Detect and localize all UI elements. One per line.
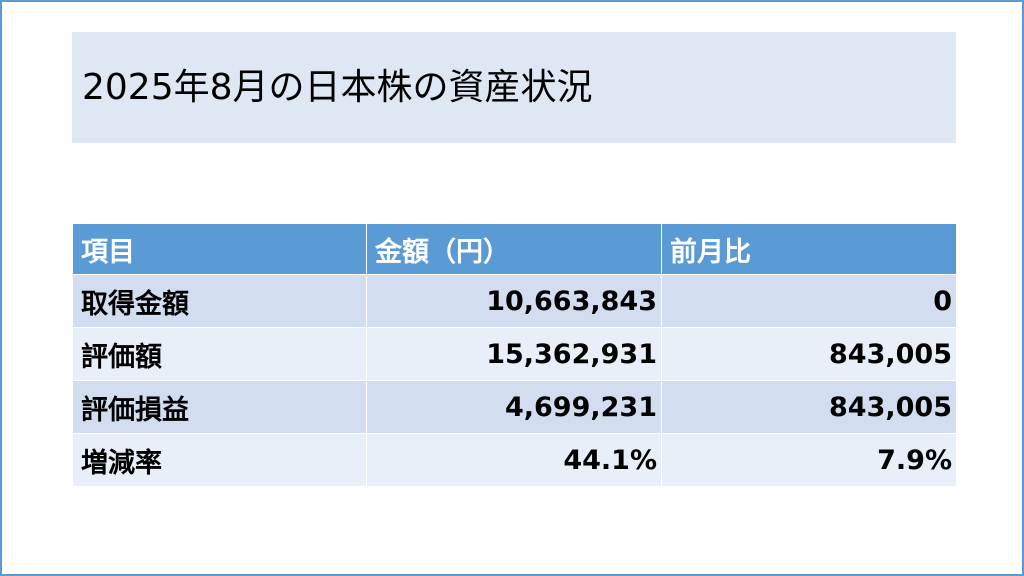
header-item: 項目 (72, 223, 367, 275)
slide-title: 2025年8月の日本株の資産状況 (82, 67, 593, 108)
row-change: 0 (661, 274, 957, 328)
asset-summary-table: 項目 金額（円） 前月比 取得金額 10,663,843 0 評価額 15,36… (72, 223, 957, 487)
table-row: 評価額 15,362,931 843,005 (72, 327, 957, 381)
table-row: 取得金額 10,663,843 0 (72, 274, 957, 328)
table-header-row: 項目 金額（円） 前月比 (72, 223, 957, 275)
header-amount: 金額（円） (366, 223, 662, 275)
row-change: 7.9% (661, 433, 957, 487)
title-box: 2025年8月の日本株の資産状況 (72, 32, 956, 143)
row-amount: 4,699,231 (366, 380, 662, 434)
row-amount: 44.1% (366, 433, 662, 487)
row-label: 評価損益 (72, 380, 367, 434)
header-month-change: 前月比 (661, 223, 957, 275)
row-change: 843,005 (661, 327, 957, 381)
row-label: 評価額 (72, 327, 367, 381)
table-row: 評価損益 4,699,231 843,005 (72, 380, 957, 434)
row-amount: 10,663,843 (366, 274, 662, 328)
row-label: 増減率 (72, 433, 367, 487)
row-label: 取得金額 (72, 274, 367, 328)
row-change: 843,005 (661, 380, 957, 434)
table-row: 増減率 44.1% 7.9% (72, 433, 957, 487)
row-amount: 15,362,931 (366, 327, 662, 381)
